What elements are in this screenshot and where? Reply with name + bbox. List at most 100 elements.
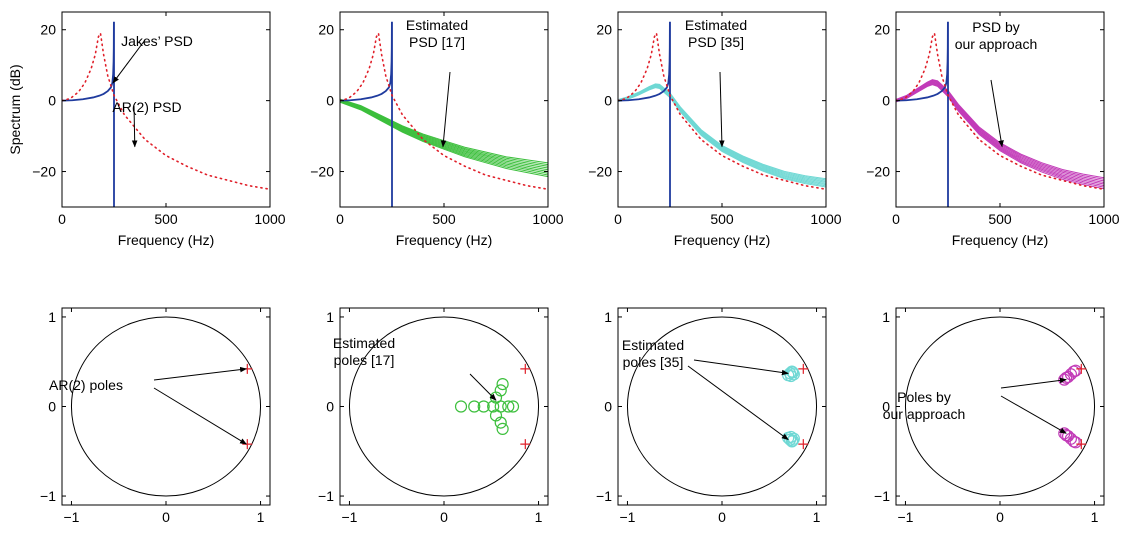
series-ref17-curve-0 bbox=[340, 101, 548, 178]
y-tick-label: 0 bbox=[48, 399, 56, 415]
estimated-pole-marker bbox=[496, 378, 509, 391]
x-axis-label: Frequency (Hz) bbox=[952, 232, 1048, 248]
x-tick-label: 500 bbox=[154, 211, 178, 227]
psd-panel-3: 0 500 1000 20 0 −20 Frequency (Hz) Estimated PSD… bbox=[588, 11, 842, 248]
psd-panel-2: 0 500 1000 20 0 −20 Frequency (Hz) Estimated PSD… bbox=[310, 11, 564, 248]
annotation-1-1: AR(2) PSD bbox=[112, 99, 181, 115]
y-tick-label: 20 bbox=[874, 22, 890, 38]
x-axis-label: Frequency (Hz) bbox=[674, 232, 770, 248]
x-tick-label: 500 bbox=[710, 211, 734, 227]
annotation-arrow-5-0-1 bbox=[153, 387, 247, 445]
y-tick-label: 0 bbox=[326, 93, 334, 109]
estimated-pole-marker bbox=[494, 416, 507, 429]
x-tick-label: 1 bbox=[257, 509, 265, 525]
series-jakes-line bbox=[896, 21, 949, 207]
ar2-pole-marker bbox=[1076, 363, 1087, 374]
series-jakes-line bbox=[62, 21, 115, 207]
unit-circle bbox=[904, 316, 1096, 497]
estimated-pole-marker bbox=[506, 400, 520, 413]
series-ours-curve-6 bbox=[896, 79, 1104, 180]
series-ar2-line bbox=[896, 30, 1104, 191]
annotation-arrow-5-0-0 bbox=[153, 366, 248, 381]
axes-frame-bottom-1 bbox=[61, 307, 271, 506]
ar2-pole-marker bbox=[1076, 439, 1087, 450]
y-tick-label: −20 bbox=[866, 164, 890, 180]
pole-panel-2: −1 0 1 1 0 −1 Estimated poles [17] bbox=[318, 307, 549, 525]
ar2-pole-marker bbox=[798, 363, 809, 374]
x-tick-label: 0 bbox=[996, 509, 1004, 525]
estimated-pole-marker bbox=[786, 434, 800, 447]
series-ref17-curve-1 bbox=[340, 101, 548, 176]
estimated-pole-marker bbox=[785, 435, 799, 448]
x-tick-label: 1000 bbox=[532, 211, 563, 227]
estimated-pole-marker bbox=[477, 400, 490, 413]
annotation-1-0: Jakes’ PSD bbox=[121, 33, 193, 49]
annotation-arrow-2-0-0 bbox=[440, 71, 451, 148]
unit-circle bbox=[626, 316, 818, 497]
x-tick-label: 0 bbox=[162, 509, 170, 525]
annotation-7-0: Estimated poles [35] bbox=[622, 337, 684, 370]
annotation-arrow-8-0-1 bbox=[1000, 395, 1067, 434]
psd-panel-4: 0 500 1000 20 0 −20 Frequency (Hz) PSD by our ap… bbox=[866, 11, 1120, 248]
y-axis-label: Spectrum (dB) bbox=[7, 64, 23, 154]
y-tick-label: −1 bbox=[596, 488, 612, 504]
annotation-arrow-1-0-0 bbox=[112, 39, 146, 84]
y-tick-label: 0 bbox=[882, 93, 890, 109]
y-tick-label: 0 bbox=[882, 399, 890, 415]
y-tick-label: 20 bbox=[40, 22, 56, 38]
annotation-8-0: Poles by our approach bbox=[883, 389, 966, 422]
x-tick-label: 1000 bbox=[810, 211, 841, 227]
x-tick-label: 0 bbox=[336, 211, 344, 227]
pole-panel-3: −1 0 1 1 0 −1 Estimated poles [35] bbox=[596, 307, 827, 525]
estimated-pole-marker bbox=[487, 400, 500, 413]
series-ref35-curve-7 bbox=[618, 83, 826, 180]
series-ar2-line bbox=[618, 30, 826, 191]
x-tick-label: 1000 bbox=[254, 211, 285, 227]
y-tick-label: 0 bbox=[604, 399, 612, 415]
x-tick-label: 1000 bbox=[1088, 211, 1119, 227]
annotation-6-0: Estimated poles [17] bbox=[333, 335, 395, 368]
annotation-3-0: Estimated PSD [35] bbox=[685, 17, 747, 50]
y-tick-label: 0 bbox=[326, 399, 334, 415]
annotation-arrow-8-0-0 bbox=[1000, 377, 1067, 389]
annotation-arrow-7-0-1 bbox=[687, 365, 789, 441]
ar2-pole-marker bbox=[798, 439, 809, 450]
x-axis-label: Frequency (Hz) bbox=[118, 232, 214, 248]
y-tick-label: −1 bbox=[318, 488, 334, 504]
annotation-4-0: PSD by our approach bbox=[955, 19, 1038, 52]
x-tick-label: 1 bbox=[813, 509, 821, 525]
x-tick-label: 500 bbox=[988, 211, 1012, 227]
y-tick-label: 1 bbox=[326, 309, 334, 325]
series-jakes-line bbox=[618, 21, 671, 207]
estimated-pole-marker bbox=[502, 400, 515, 413]
y-tick-label: −20 bbox=[588, 164, 612, 180]
series-ours-curve-5 bbox=[896, 80, 1104, 182]
estimated-pole-marker bbox=[468, 400, 481, 413]
unit-circle bbox=[70, 316, 262, 497]
y-tick-label: 0 bbox=[604, 93, 612, 109]
annotation-5-0: AR(2) poles bbox=[49, 377, 123, 393]
series-ours-curve-7 bbox=[896, 79, 1104, 179]
y-tick-label: 1 bbox=[604, 309, 612, 325]
x-tick-label: 500 bbox=[432, 211, 456, 227]
y-tick-label: −20 bbox=[32, 164, 56, 180]
unit-circle bbox=[348, 316, 540, 497]
series-ar2-line bbox=[62, 30, 270, 191]
x-tick-label: 1 bbox=[1091, 509, 1099, 525]
annotation-arrow-1-1-0 bbox=[131, 105, 138, 148]
x-tick-label: −1 bbox=[897, 509, 913, 525]
x-tick-label: 0 bbox=[718, 509, 726, 525]
y-tick-label: 1 bbox=[48, 309, 56, 325]
y-tick-label: 20 bbox=[596, 22, 612, 38]
annotation-arrow-4-0-0 bbox=[990, 79, 1004, 148]
x-tick-label: 0 bbox=[58, 211, 66, 227]
x-axis-label: Frequency (Hz) bbox=[396, 232, 492, 248]
annotation-arrow-7-0-0 bbox=[693, 359, 789, 376]
y-tick-label: 20 bbox=[318, 22, 334, 38]
ar2-pole-marker bbox=[242, 439, 253, 450]
x-tick-label: 0 bbox=[614, 211, 622, 227]
psd-panel-1: 0 500 1000 20 0 −20 Frequency (Hz) Spectrum (dB… bbox=[7, 11, 286, 248]
x-tick-label: −1 bbox=[63, 509, 79, 525]
x-tick-label: −1 bbox=[341, 509, 357, 525]
x-tick-label: −1 bbox=[619, 509, 635, 525]
